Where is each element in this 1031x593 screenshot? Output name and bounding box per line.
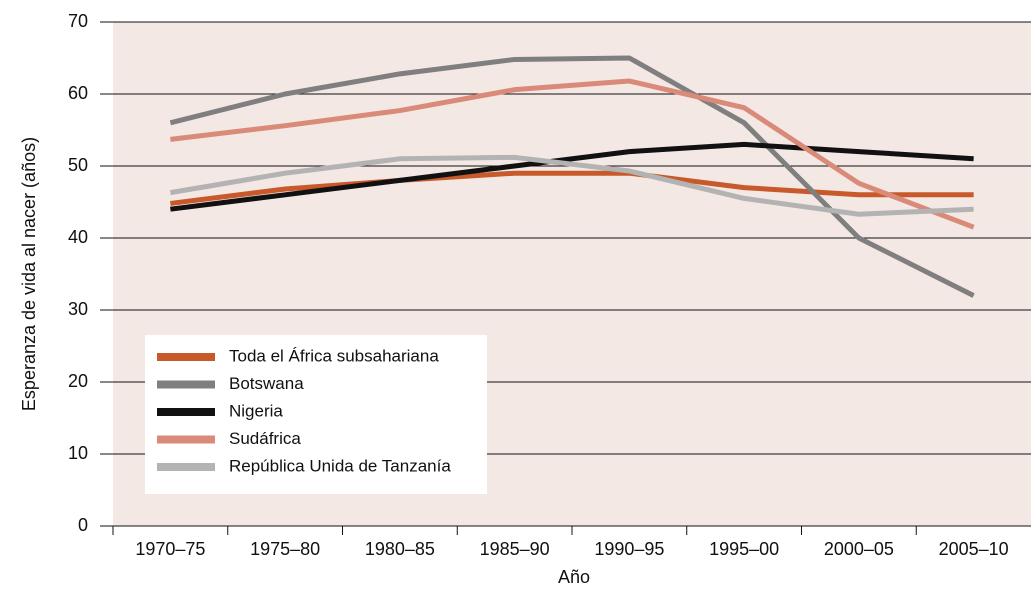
y-tick-label: 20	[68, 371, 88, 391]
legend: Toda el África subsahariana Botswana Niger…	[145, 335, 487, 494]
x-tick-label: 1995–00	[709, 539, 779, 559]
y-axis-label: Esperanza de vida al nacer (años)	[19, 137, 39, 411]
y-tick-label: 30	[68, 299, 88, 319]
series-line	[170, 141, 974, 212]
x-tick-label: 2005–10	[939, 539, 1009, 559]
series-line	[170, 78, 975, 230]
x-axis-label: Año	[558, 567, 590, 587]
x-tick-label: 1970–75	[135, 539, 205, 559]
x-tick-label: 1990–95	[594, 539, 664, 559]
legend-label: Botswana	[229, 374, 304, 393]
y-tick-label: 60	[68, 83, 88, 103]
series-line	[169, 154, 974, 217]
x-tick-label: 1980–85	[365, 539, 435, 559]
x-tick-label: 1985–90	[480, 539, 550, 559]
legend-label: República Unida de Tanzanía	[229, 456, 451, 475]
y-tick-label: 10	[68, 443, 88, 463]
y-tick-label: 50	[68, 155, 88, 175]
series-line	[169, 55, 975, 298]
series-line	[170, 170, 974, 206]
y-tick-label: 70	[68, 11, 88, 31]
y-tick-label: 0	[78, 515, 88, 535]
y-tick-label: 40	[68, 227, 88, 247]
legend-label: Sudáfrica	[229, 429, 301, 448]
x-tick-label: 2000–05	[824, 539, 894, 559]
legend-label: Nigeria	[229, 401, 283, 420]
x-tick-label: 1975–80	[250, 539, 320, 559]
legend-label: Toda el África subsahariana	[229, 346, 439, 365]
